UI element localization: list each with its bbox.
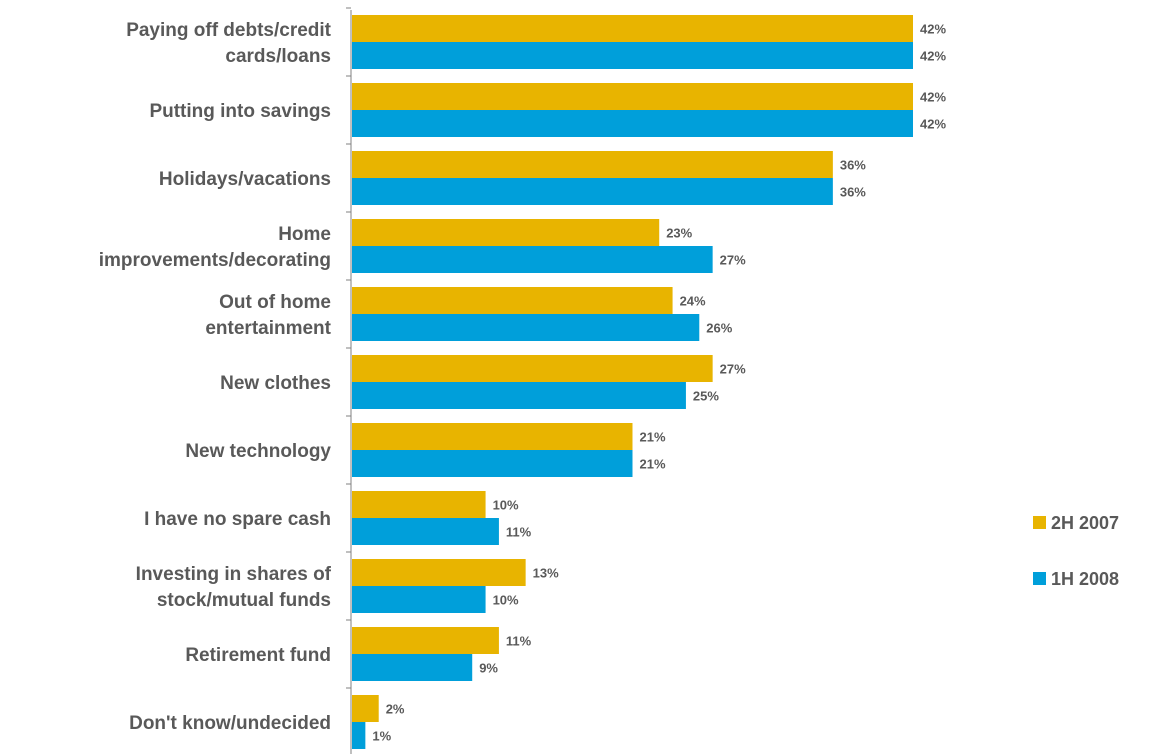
category-label: Retirement fund bbox=[185, 645, 331, 666]
bar-1h-2008 bbox=[352, 178, 833, 205]
bar-2h-2007 bbox=[352, 15, 913, 42]
legend-swatch bbox=[1033, 572, 1046, 585]
legend-swatch bbox=[1033, 516, 1046, 529]
bar-1h-2008 bbox=[352, 654, 473, 681]
data-label: 23% bbox=[666, 226, 692, 241]
labels-group: 42% 42% Paying off debts/credit cards/loans… bbox=[99, 20, 947, 744]
data-label: 9% bbox=[479, 661, 498, 676]
bar-1h-2008 bbox=[352, 450, 633, 477]
bar-2h-2007 bbox=[352, 287, 673, 314]
legend: 2H 2007 1H 2008 bbox=[1033, 513, 1119, 589]
category-axis bbox=[346, 7, 352, 754]
bar-2h-2007 bbox=[352, 559, 526, 586]
data-label: 25% bbox=[693, 389, 719, 404]
category-label: Investing in shares of bbox=[136, 564, 332, 585]
data-label: 36% bbox=[840, 185, 866, 200]
bar-2h-2007 bbox=[352, 627, 499, 654]
legend-label: 1H 2008 bbox=[1051, 569, 1119, 589]
category-label: Home bbox=[278, 224, 331, 245]
bar-1h-2008 bbox=[352, 314, 700, 341]
category-label: Don't know/undecided bbox=[129, 713, 331, 734]
data-label: 21% bbox=[640, 457, 666, 472]
bar-1h-2008 bbox=[352, 722, 366, 749]
bar-2h-2007 bbox=[352, 423, 633, 450]
bar-1h-2008 bbox=[352, 246, 713, 273]
bar-1h-2008 bbox=[352, 518, 499, 545]
category-label: Putting into savings bbox=[149, 101, 331, 122]
data-label: 2% bbox=[386, 702, 405, 717]
bar-2h-2007 bbox=[352, 219, 660, 246]
category-label: improvements/decorating bbox=[99, 250, 331, 271]
legend-label: 2H 2007 bbox=[1051, 513, 1119, 533]
bar-2h-2007 bbox=[352, 83, 913, 110]
data-label: 11% bbox=[506, 525, 532, 540]
bar-2h-2007 bbox=[352, 355, 713, 382]
category-label: Paying off debts/credit bbox=[126, 20, 331, 41]
category-label: cards/loans bbox=[225, 46, 331, 67]
category-label: Holidays/vacations bbox=[159, 169, 331, 190]
data-label: 42% bbox=[920, 22, 946, 37]
data-label: 10% bbox=[493, 593, 519, 608]
category-label: New technology bbox=[185, 441, 331, 462]
category-label: entertainment bbox=[205, 318, 331, 339]
data-label: 27% bbox=[720, 362, 746, 377]
data-label: 1% bbox=[372, 729, 391, 744]
bar-1h-2008 bbox=[352, 586, 486, 613]
data-label: 27% bbox=[720, 253, 746, 268]
data-label: 26% bbox=[706, 321, 732, 336]
data-label: 13% bbox=[533, 566, 559, 581]
data-label: 24% bbox=[680, 294, 706, 309]
bar-2h-2007 bbox=[352, 695, 379, 722]
data-label: 36% bbox=[840, 158, 866, 173]
category-label: New clothes bbox=[220, 373, 331, 394]
data-label: 42% bbox=[920, 49, 946, 64]
bar-1h-2008 bbox=[352, 382, 686, 409]
bar-2h-2007 bbox=[352, 151, 833, 178]
category-label: Out of home bbox=[219, 292, 331, 313]
bar-2h-2007 bbox=[352, 491, 486, 518]
data-label: 11% bbox=[506, 634, 532, 649]
data-label: 42% bbox=[920, 117, 946, 132]
bar-1h-2008 bbox=[352, 42, 913, 69]
data-label: 10% bbox=[493, 498, 519, 513]
data-label: 42% bbox=[920, 90, 946, 105]
category-label: stock/mutual funds bbox=[157, 590, 331, 611]
bar-1h-2008 bbox=[352, 110, 913, 137]
data-label: 21% bbox=[640, 430, 666, 445]
category-label: I have no spare cash bbox=[144, 509, 331, 530]
bars-group bbox=[352, 15, 913, 749]
